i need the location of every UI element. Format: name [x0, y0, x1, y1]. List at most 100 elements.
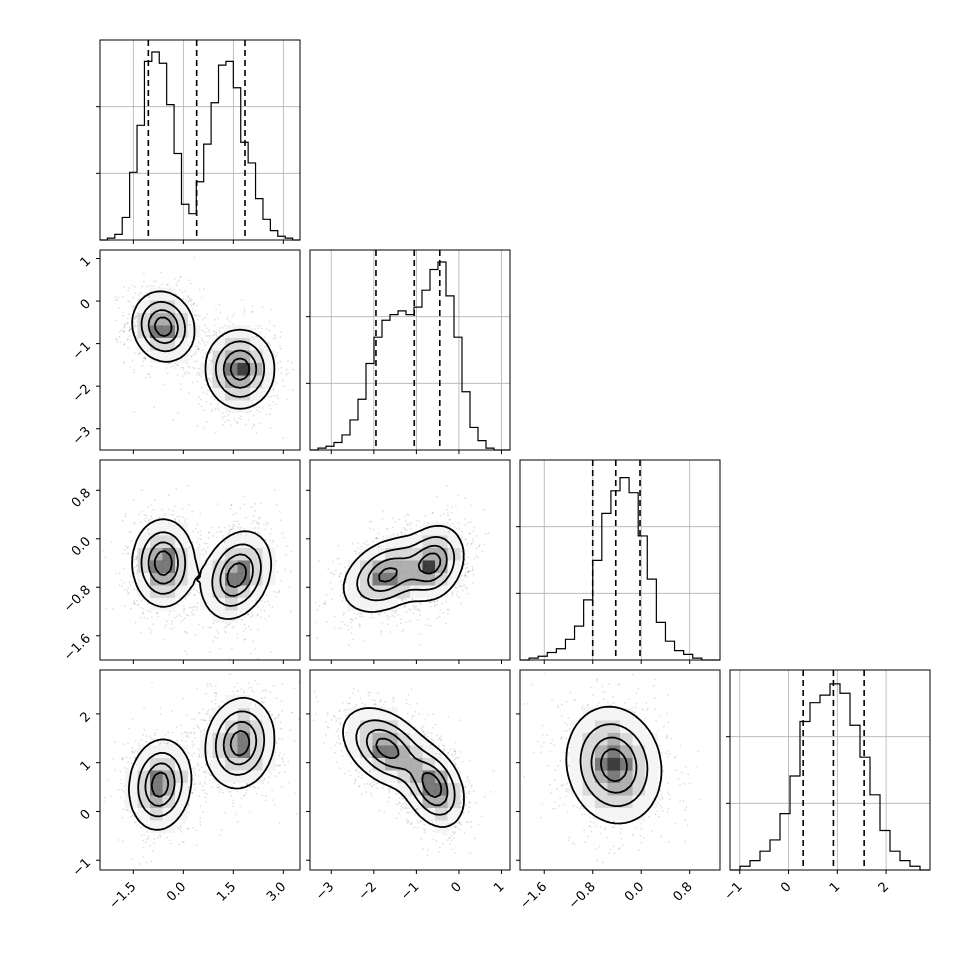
scatter-point — [168, 508, 171, 511]
scatter-point — [133, 411, 136, 413]
scatter-point — [362, 640, 365, 643]
scatter-point — [141, 285, 144, 288]
scatter-point — [167, 283, 169, 286]
scatter-point — [214, 318, 217, 321]
scatter-point — [386, 528, 388, 531]
density-cell — [200, 560, 213, 573]
scatter-point — [251, 310, 253, 313]
density-cell — [137, 547, 151, 561]
scatter-point — [232, 625, 235, 628]
scatter-point — [256, 521, 259, 524]
scatter-point — [170, 514, 173, 516]
scatter-point — [140, 631, 142, 634]
scatter-point — [152, 406, 155, 409]
scatter-point — [279, 331, 282, 334]
scatter-point — [166, 283, 168, 286]
scatter-point — [280, 348, 282, 350]
scatter-point — [247, 614, 249, 617]
scatter-point — [114, 299, 117, 302]
scatter-point — [403, 606, 406, 608]
density-cell — [162, 287, 176, 301]
scatter-point — [286, 372, 289, 375]
scatter-point — [265, 328, 268, 331]
scatter-point — [126, 337, 129, 340]
scatter-point — [255, 335, 258, 338]
scatter-point — [464, 537, 467, 540]
scatter-point — [228, 657, 230, 660]
scatter-point — [196, 360, 198, 363]
scatter-point — [273, 489, 276, 492]
scatter-point — [187, 392, 190, 394]
scatter-point — [154, 499, 156, 501]
density-cell — [250, 585, 263, 598]
scatter-point — [184, 650, 187, 652]
scatter-point — [280, 372, 283, 374]
scatter-point — [271, 605, 274, 608]
scatter-point — [149, 610, 152, 613]
scatter-point — [208, 328, 211, 331]
scatter-point — [268, 320, 271, 323]
density-cell — [150, 547, 163, 561]
scatter-point — [222, 417, 225, 420]
scatter-point — [226, 318, 229, 321]
scatter-point — [272, 400, 274, 403]
scatter-point — [177, 412, 180, 415]
scatter-point — [127, 546, 129, 549]
scatter-point — [345, 581, 347, 584]
scatter-point — [272, 337, 275, 340]
scatter-point — [131, 305, 134, 308]
scatter-point — [338, 575, 341, 578]
scatter-point — [351, 619, 354, 622]
scatter-point — [424, 624, 427, 627]
scatter-point — [130, 339, 132, 341]
scatter-point — [257, 628, 260, 631]
density-cell — [150, 312, 163, 326]
scatter-point — [349, 618, 352, 621]
density-cell — [175, 337, 188, 351]
scatter-point — [199, 342, 202, 345]
scatter-point — [268, 395, 271, 398]
scatter-point — [217, 632, 220, 635]
scatter-point — [128, 531, 131, 533]
scatter-point — [225, 626, 228, 628]
scatter-point — [272, 388, 274, 391]
scatter-point — [130, 607, 132, 610]
scatter-point — [123, 329, 125, 332]
scatter-point — [240, 299, 243, 302]
scatter-point — [316, 637, 319, 639]
scatter-point — [268, 615, 270, 618]
scatter-point — [217, 526, 220, 529]
scatter-point — [214, 431, 217, 434]
scatter-point — [188, 365, 191, 368]
scatter-point — [290, 634, 292, 636]
scatter-point — [278, 589, 280, 592]
scatter-point — [218, 303, 221, 306]
scatter-point — [166, 372, 169, 375]
scatter-point — [250, 522, 253, 525]
scatter-point — [250, 328, 253, 331]
scatter-point — [372, 616, 375, 619]
scatter-point — [102, 549, 105, 552]
scatter-point — [183, 520, 186, 523]
scatter-point — [347, 628, 350, 631]
scatter-point — [269, 344, 272, 347]
scatter-point — [436, 600, 439, 603]
scatter-point — [118, 307, 120, 310]
scatter-point — [338, 557, 340, 560]
scatter-point — [205, 420, 208, 423]
scatter-point — [227, 623, 230, 626]
scatter-point — [418, 613, 421, 616]
scatter-point — [238, 528, 241, 531]
scatter-point — [187, 365, 190, 368]
scatter-point — [118, 330, 121, 333]
scatter-point — [197, 347, 200, 350]
scatter-point — [137, 294, 140, 297]
scatter-point — [188, 279, 190, 282]
scatter-point — [462, 584, 465, 587]
scatter-point — [116, 299, 118, 301]
scatter-point — [123, 589, 126, 591]
scatter-point — [257, 327, 259, 330]
scatter-point — [123, 361, 126, 364]
scatter-point — [126, 589, 129, 592]
scatter-point — [472, 540, 475, 543]
